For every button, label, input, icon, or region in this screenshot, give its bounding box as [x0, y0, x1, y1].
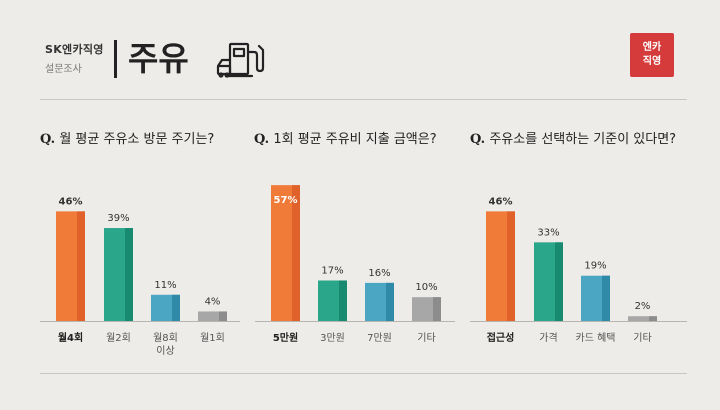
question-2-text: 1회 평균 주유비 지출 금액은? — [273, 132, 437, 147]
chart-2-bar-shade — [339, 280, 347, 321]
question-1: Q. 월 평균 주유소 방문 주기는? — [40, 128, 214, 147]
chart-3-bar-shade — [555, 242, 563, 321]
fuel-pump-icon — [216, 42, 265, 78]
chart-1-bar-shade — [219, 311, 227, 321]
chart-2-value-label: 16% — [368, 268, 390, 279]
chart-2-bar-shade — [386, 282, 394, 321]
chart-1-bar-shade — [77, 211, 85, 321]
chart-3-value-label: 19% — [584, 261, 606, 272]
chart-2-category-label: 기타 — [417, 332, 435, 344]
chart-3-category-label: 가격 — [539, 331, 557, 344]
chart-3-bar-shade — [507, 211, 515, 321]
chart-3-value-label: 33% — [537, 227, 559, 238]
chart-3-value-label: 2% — [635, 301, 651, 312]
question-1-prefix: Q. — [40, 132, 56, 147]
chart-1-category-label: 월8회 — [153, 332, 178, 344]
chart-1-category-label: 이상 — [156, 345, 174, 357]
chart-1-category-label: 월1회 — [200, 332, 225, 344]
chart-2-value-label: 17% — [321, 265, 343, 276]
chart-2-bar-shade — [433, 297, 441, 321]
brand-subtitle: 설문조사 — [45, 64, 82, 75]
page-title: 주유 — [128, 39, 189, 78]
chart-3-category-label: 접근성 — [487, 331, 515, 344]
chart-2-value-label: 57% — [274, 195, 298, 206]
question-3-text: 주유소를 선택하는 기준이 있다면? — [489, 132, 677, 147]
question-2: Q. 1회 평균 주유비 지출 금액은? — [254, 128, 437, 147]
chart-3-category-label: 기타 — [633, 332, 651, 344]
footer-divider — [40, 373, 687, 374]
chart-3-value-label: 46% — [489, 196, 513, 207]
logo-line-2: 직영 — [642, 56, 662, 67]
chart-1-bar-shade — [125, 228, 133, 321]
chart-3-bar-shade — [649, 316, 657, 321]
header: SK엔카직영 설문조사 주유 엔카 직영 — [0, 0, 720, 100]
question-2-prefix: Q. — [254, 132, 270, 147]
chart-1-bar — [198, 311, 227, 321]
chart-1-bar-shade — [172, 294, 180, 321]
logo-text: 엔카 직영 — [630, 41, 674, 69]
question-3-prefix: Q. — [470, 132, 486, 147]
chart-2-value-label: 10% — [415, 282, 437, 293]
chart-1-category-label: 월2회 — [106, 332, 131, 344]
encar-logo: 엔카 직영 — [630, 33, 674, 77]
chart-3-bar-shade — [602, 275, 610, 321]
chart-1-value-label: 39% — [107, 213, 129, 224]
question-3: Q. 주유소를 선택하는 기준이 있다면? — [470, 128, 676, 147]
chart-2-category-label: 7만원 — [367, 332, 392, 344]
chart-2-category-label: 5만원 — [273, 331, 298, 344]
chart-3-bar — [628, 316, 657, 321]
chart-1-value-label: 4% — [205, 296, 221, 307]
question-1-text: 월 평균 주유소 방문 주기는? — [59, 132, 215, 147]
header-divider — [40, 99, 687, 100]
chart-1-value-label: 46% — [59, 196, 83, 207]
chart-2-category-label: 3만원 — [320, 332, 345, 344]
chart-2-bar-shade — [292, 185, 300, 321]
logo-line-1: 엔카 — [642, 42, 662, 53]
chart-1-value-label: 11% — [154, 280, 176, 291]
chart-3-category-label: 카드 혜택 — [576, 332, 616, 344]
title-divider — [114, 40, 117, 78]
chart-1-category-label: 월4회 — [58, 331, 83, 344]
brand-name: SK엔카직영 — [45, 43, 104, 56]
